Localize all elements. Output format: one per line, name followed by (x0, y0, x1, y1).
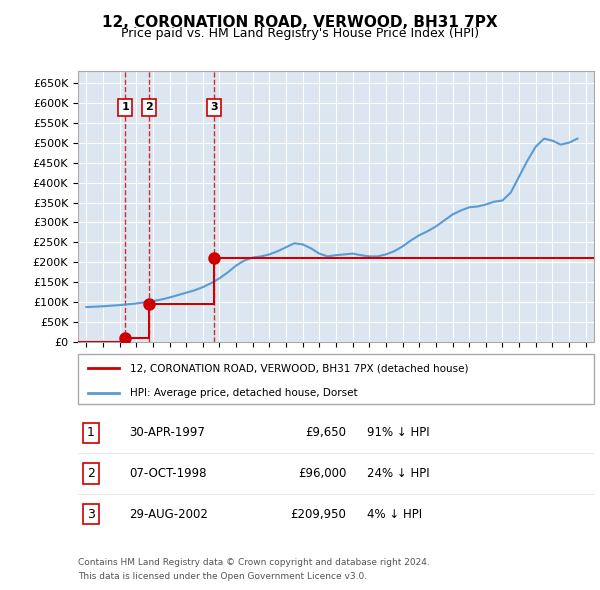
Text: 2: 2 (87, 467, 95, 480)
Text: 12, CORONATION ROAD, VERWOOD, BH31 7PX: 12, CORONATION ROAD, VERWOOD, BH31 7PX (102, 15, 498, 30)
Text: £209,950: £209,950 (290, 507, 346, 520)
Text: 12, CORONATION ROAD, VERWOOD, BH31 7PX (detached house): 12, CORONATION ROAD, VERWOOD, BH31 7PX (… (130, 363, 468, 373)
Text: 24% ↓ HPI: 24% ↓ HPI (367, 467, 430, 480)
Text: 29-AUG-2002: 29-AUG-2002 (130, 507, 208, 520)
Text: 30-APR-1997: 30-APR-1997 (130, 427, 205, 440)
Text: 3: 3 (210, 103, 218, 113)
Text: £96,000: £96,000 (298, 467, 346, 480)
Text: This data is licensed under the Open Government Licence v3.0.: This data is licensed under the Open Gov… (78, 572, 367, 581)
Text: Price paid vs. HM Land Registry's House Price Index (HPI): Price paid vs. HM Land Registry's House … (121, 27, 479, 40)
Text: £9,650: £9,650 (305, 427, 346, 440)
Text: Contains HM Land Registry data © Crown copyright and database right 2024.: Contains HM Land Registry data © Crown c… (78, 558, 430, 566)
Text: 1: 1 (87, 427, 95, 440)
Text: 4% ↓ HPI: 4% ↓ HPI (367, 507, 422, 520)
Text: HPI: Average price, detached house, Dorset: HPI: Average price, detached house, Dors… (130, 388, 357, 398)
Text: 91% ↓ HPI: 91% ↓ HPI (367, 427, 430, 440)
Text: 07-OCT-1998: 07-OCT-1998 (130, 467, 207, 480)
Text: 3: 3 (87, 507, 95, 520)
Text: 2: 2 (145, 103, 153, 113)
Text: 1: 1 (121, 103, 129, 113)
